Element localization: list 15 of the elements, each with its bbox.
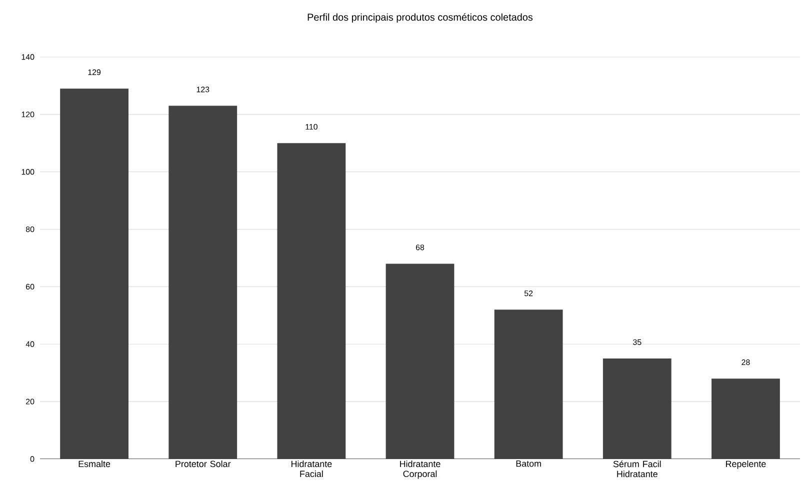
x-tick-label: Sérum Facil Hidratante [613, 460, 661, 478]
bar [277, 143, 346, 459]
x-tick-label: Protetor Solar [176, 460, 231, 468]
bar [60, 88, 128, 459]
x-tick-label: Hidratante Facial [291, 460, 332, 478]
bar [168, 106, 238, 459]
bar [386, 264, 454, 459]
x-tick-label: Batom [516, 460, 541, 467]
x-tick-label: Hidratante Corporal [400, 460, 440, 479]
bar [494, 310, 563, 459]
x-tick-label: Repelente [726, 460, 766, 469]
bar [712, 378, 780, 459]
chart-title: Perfil dos principais produtos cosméticos coletados [308, 13, 533, 23]
x-tick-label: Esmalte [78, 460, 110, 468]
bar [602, 358, 672, 459]
